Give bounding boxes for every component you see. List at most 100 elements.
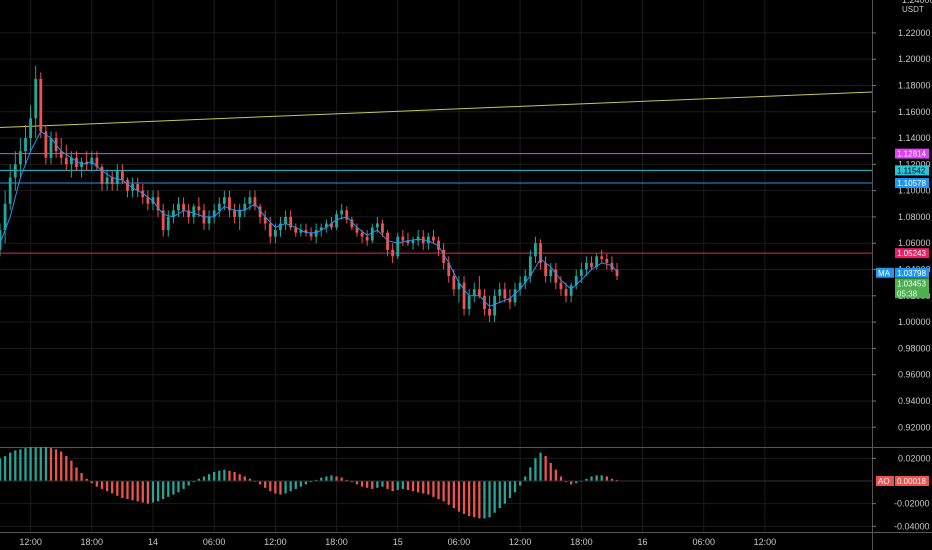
candle-body (197, 206, 201, 211)
candle-body (564, 289, 568, 296)
candle (600, 249, 604, 263)
candle-body (416, 236, 420, 241)
candle-body (13, 164, 17, 178)
candle (365, 230, 369, 246)
time-tick-label: 06:00 (203, 537, 226, 547)
ao-bar (406, 481, 410, 491)
ao-bar (330, 475, 333, 481)
candle-body (462, 282, 466, 309)
candle (605, 253, 609, 270)
candle-body (396, 236, 400, 257)
candle (182, 197, 185, 217)
candle-body (207, 216, 211, 224)
candle (503, 282, 507, 303)
candle (381, 219, 384, 237)
ao-bar (177, 481, 180, 493)
ao-bar (600, 475, 603, 481)
candle-body (304, 230, 308, 233)
candle (595, 253, 599, 270)
candle-body (585, 262, 588, 270)
price-tick-label: 1.00000 (898, 317, 931, 327)
candle (95, 151, 99, 171)
candle-body (365, 236, 369, 241)
price-tag-prefix: AO (878, 477, 890, 486)
ao-bar (49, 448, 53, 481)
candle-body (472, 289, 476, 296)
candle (161, 203, 165, 237)
candle-body (549, 269, 553, 277)
ao-bar (457, 481, 461, 512)
ao-bar (213, 471, 216, 481)
candle (131, 177, 134, 198)
candle-body (386, 232, 389, 250)
ao-bar (121, 481, 124, 498)
candle-body (569, 285, 573, 296)
candle (406, 232, 410, 246)
ao-bar (126, 481, 129, 500)
candle-body (299, 230, 303, 233)
trend-line-group[interactable] (0, 91, 873, 129)
candle (483, 289, 486, 316)
ao-bar (141, 481, 144, 503)
ao-bar (462, 481, 466, 514)
price-tick-label: 1.12000 (898, 159, 931, 169)
candle (171, 203, 175, 224)
candle (442, 243, 446, 270)
ao-bar (304, 481, 308, 485)
ao-bar (100, 481, 104, 489)
last-price-label: 1.03453 (897, 279, 926, 288)
ao-bar (202, 476, 206, 481)
time-tick-label: 06:00 (448, 537, 471, 547)
time-tick-label: 18:00 (81, 537, 104, 547)
ao-bar (29, 447, 32, 481)
candle (3, 190, 7, 244)
candle-body (69, 157, 73, 165)
candle (370, 223, 374, 244)
ao-bar (264, 481, 267, 488)
price-tag-box (895, 148, 929, 159)
last-price-countdown: 05:38 (897, 289, 918, 298)
candle (44, 124, 48, 165)
time-tick-label: 16 (638, 537, 648, 547)
candle (39, 72, 43, 139)
candle (585, 256, 588, 277)
candle-body (375, 223, 379, 228)
ao-bar (544, 456, 547, 481)
candle-body (488, 308, 491, 316)
candle-body (100, 166, 104, 185)
candle (18, 138, 22, 178)
candle (212, 203, 216, 224)
candle-body (345, 210, 349, 220)
candle (564, 282, 568, 303)
price-tick-label: 1.20000 (898, 54, 931, 64)
ao-bar (417, 481, 420, 493)
candle (467, 289, 471, 316)
ao-bar (223, 469, 226, 481)
candle (289, 210, 293, 231)
candle-body (457, 282, 461, 290)
time-tick-label: 18:00 (570, 537, 593, 547)
candle-body (24, 138, 27, 152)
candle (355, 223, 359, 237)
candle (569, 282, 573, 303)
candle (233, 203, 236, 224)
ao-bar (473, 481, 476, 518)
ao-bar (615, 479, 619, 481)
ao-bar (289, 481, 292, 492)
ao-bar (131, 481, 134, 501)
time-tick-label: 18:00 (325, 537, 348, 547)
horizontal-levels[interactable] (0, 153, 872, 254)
ao-bar (559, 476, 563, 481)
ao-bar (90, 481, 93, 484)
ao-bar (218, 470, 221, 481)
price-tag-label: 1.05243 (897, 249, 926, 258)
ao-bar (350, 481, 354, 483)
price-tag-prefix-box (876, 267, 894, 278)
ao-bar (325, 476, 328, 481)
ao-bar (396, 481, 399, 491)
price-tick-label: 1.06000 (898, 238, 931, 248)
ao-bar (24, 448, 27, 481)
